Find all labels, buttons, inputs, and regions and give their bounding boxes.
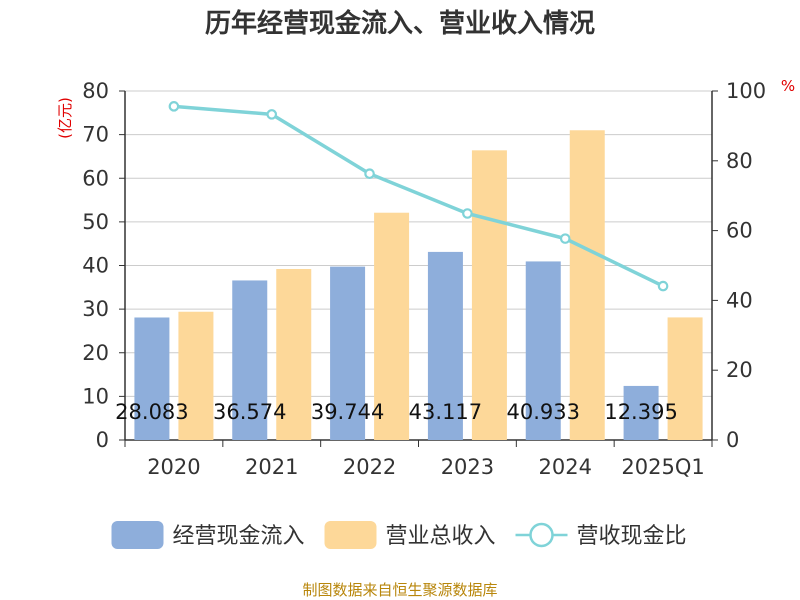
bar xyxy=(232,280,268,440)
bar-data-label: 36.574 xyxy=(213,400,286,424)
x-tick-label: 2022 xyxy=(343,455,396,479)
gridlines xyxy=(125,90,712,397)
right-tick-label: 20 xyxy=(726,358,753,382)
bars xyxy=(134,130,703,440)
right-axis-unit: % xyxy=(781,77,795,95)
bar-data-label: 39.744 xyxy=(311,400,384,424)
x-tick-label: 2025Q1 xyxy=(621,455,704,479)
left-tick-label: 20 xyxy=(82,341,109,365)
line-point xyxy=(657,280,669,292)
x-tick-label: 2020 xyxy=(147,455,200,479)
line-point xyxy=(266,109,278,120)
line-point xyxy=(462,208,473,219)
bar-data-label: 28.083 xyxy=(115,400,188,424)
line-point xyxy=(168,101,180,112)
left-tick-label: 80 xyxy=(82,79,109,103)
ratio-line-series xyxy=(168,101,669,292)
bar-data-label: 12.395 xyxy=(604,400,677,424)
right-axis-ticks: 0 20 40 60 80 100 xyxy=(726,79,766,452)
left-tick-label: 70 xyxy=(82,123,109,147)
bar xyxy=(525,261,561,440)
axes xyxy=(119,90,718,447)
left-axis-ticks: 0 10 20 30 40 50 60 70 80 xyxy=(82,79,109,452)
bar xyxy=(427,251,463,440)
left-axis-unit: (亿元) xyxy=(56,97,74,139)
legend: 经营现金流入 营业总收入 营收现金比 xyxy=(111,521,687,549)
right-tick-label: 60 xyxy=(726,219,753,243)
left-tick-label: 50 xyxy=(82,210,109,234)
legend-swatch-marker xyxy=(529,522,554,548)
bar xyxy=(374,212,410,440)
bar xyxy=(178,311,214,440)
bar xyxy=(134,317,170,440)
line-point xyxy=(559,233,571,244)
bar xyxy=(330,266,366,440)
bar xyxy=(667,317,703,440)
left-tick-label: 0 xyxy=(96,428,109,452)
ratio-line xyxy=(173,104,664,288)
bar xyxy=(569,130,605,440)
right-tick-label: 80 xyxy=(726,149,753,173)
bar xyxy=(623,385,659,440)
left-tick-label: 30 xyxy=(82,297,109,321)
legend-label: 营收现金比 xyxy=(577,524,687,549)
right-tick-label: 0 xyxy=(726,428,739,452)
left-tick-label: 40 xyxy=(82,254,109,278)
x-axis-ticks: 2020 2021 2022 2023 2024 2025Q1 xyxy=(147,455,705,479)
line-point xyxy=(364,168,375,180)
bar-data-label: 43.117 xyxy=(409,400,482,424)
right-tick-label: 100 xyxy=(726,79,766,103)
bar xyxy=(471,150,507,440)
bar-data-labels: 28.083 36.574 39.744 43.117 40.933 12.395 xyxy=(115,400,678,424)
legend-label: 营业总收入 xyxy=(386,524,496,549)
source-note: 制图数据来自恒生聚源数据库 xyxy=(302,581,497,599)
right-tick-label: 40 xyxy=(726,288,753,312)
legend-swatch-bar xyxy=(111,521,164,549)
chart-title: 历年经营现金流入、营业收入情况 xyxy=(205,8,595,39)
x-tick-label: 2024 xyxy=(539,455,592,479)
bar xyxy=(276,268,312,440)
x-tick-label: 2023 xyxy=(441,455,494,479)
legend-swatch-bar xyxy=(324,521,377,549)
legend-label: 经营现金流入 xyxy=(173,524,305,549)
bar-data-label: 40.933 xyxy=(507,400,580,424)
x-tick-label: 2021 xyxy=(245,455,298,479)
left-tick-label: 10 xyxy=(82,384,109,408)
left-tick-label: 60 xyxy=(82,166,109,190)
